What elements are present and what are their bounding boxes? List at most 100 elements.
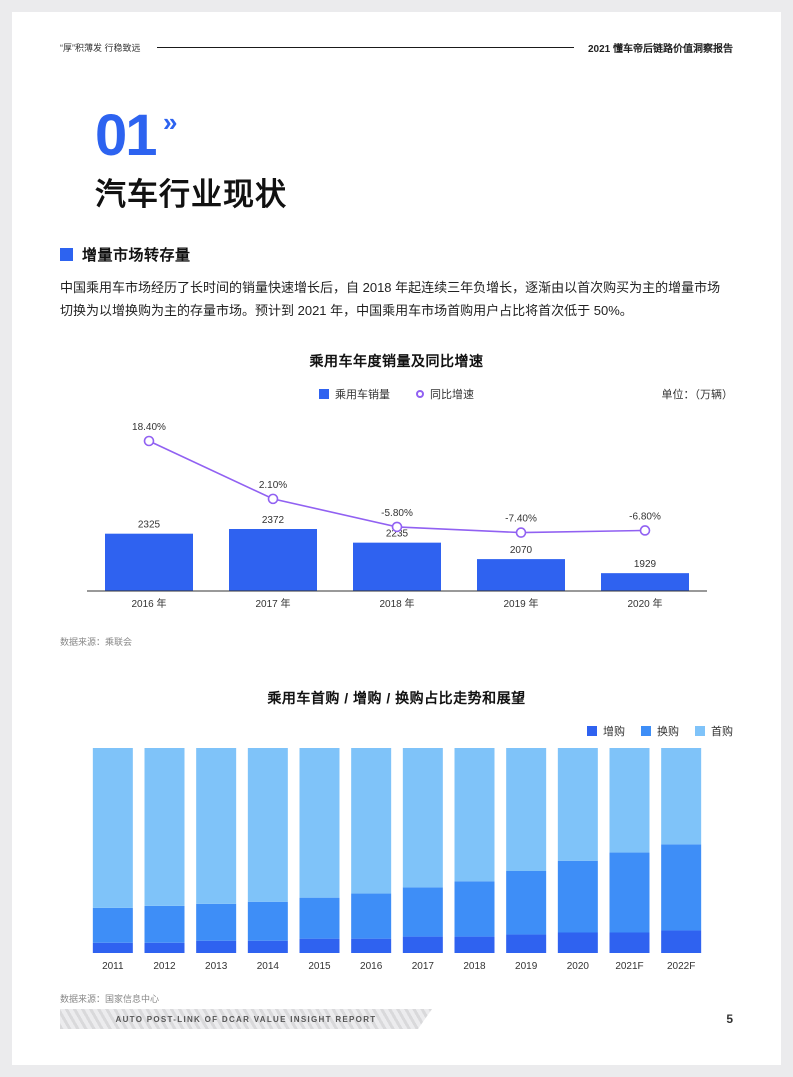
stacked-segment-首购 <box>505 747 546 871</box>
stacked-segment-增购 <box>454 936 494 953</box>
section-number: 01 <box>95 103 157 168</box>
stacked-segment-增购 <box>557 932 598 953</box>
x-axis-label: 2022F <box>666 961 694 972</box>
x-axis-label: 2016 <box>360 961 383 972</box>
stacked-segment-换购 <box>557 860 598 932</box>
stacked-segment-增购 <box>195 940 236 953</box>
stacked-segment-增购 <box>660 929 701 953</box>
x-axis-label: 2021F <box>615 961 643 972</box>
stacked-segment-换购 <box>505 870 546 935</box>
legend-item: 换购 <box>641 723 679 739</box>
subsection-title: 增量市场转存量 <box>82 247 191 264</box>
stacked-segment-首购 <box>454 747 494 881</box>
stacked-segment-换购 <box>144 905 184 943</box>
stacked-segment-首购 <box>195 747 236 904</box>
bar-value-label: 2235 <box>385 528 408 539</box>
page-number: 5 <box>726 1012 733 1026</box>
sales-bar <box>476 558 565 591</box>
circle-marker-icon <box>416 389 424 398</box>
paragraph-line: 中国乘用车市场经历了长时间的销量快速增长后，自 2018 年起连续三年负增长，逐… <box>60 280 721 295</box>
subsection-header: 增量市场转存量 <box>60 244 733 265</box>
purchase-mix-chart: 2011 2012 2013 2014 2015 2016 2017 2018 2019 2020… <box>92 747 701 972</box>
sales-chart-legend-items: 乘用车销量 同比增速 <box>319 386 474 402</box>
growth-point-label: -5.80% <box>381 507 413 518</box>
legend-item: 首购 <box>695 723 733 739</box>
chevrons-icon: » <box>162 107 178 137</box>
stacked-segment-换购 <box>350 893 391 939</box>
sales-bar <box>104 533 193 591</box>
bar-value-label: 1929 <box>633 559 656 570</box>
stacked-segment-换购 <box>402 886 443 937</box>
x-axis-label: 2020 <box>566 961 589 972</box>
x-axis-label: 2019 年 <box>503 597 538 610</box>
growth-point-label: -6.80% <box>629 511 661 522</box>
growth-point-label: 2.10% <box>258 479 286 490</box>
stacked-segment-增购 <box>350 938 391 953</box>
legend-label: 增购 <box>603 725 625 738</box>
x-axis-label: 2019 <box>515 961 538 972</box>
legend-item: 增购 <box>587 723 625 739</box>
chart-title: 乘用车首购 / 增购 / 换购占比走势和展望 <box>267 689 526 706</box>
purchase-mix-chart-block: 乘用车首购 / 增购 / 换购占比走势和展望 增购 换购 首购 2011 2012 20… <box>60 688 733 1005</box>
stacked-segment-首购 <box>660 747 701 844</box>
stacked-segment-换购 <box>92 907 133 943</box>
stacked-segment-首购 <box>247 747 288 902</box>
stacked-segment-首购 <box>144 747 184 906</box>
stacked-segment-增购 <box>402 936 443 953</box>
legend-label: 同比增速 <box>430 388 474 401</box>
stacked-segment-换购 <box>609 852 649 932</box>
header-report-title: 2021 懂车帝后链路价值洞察报告 <box>587 44 733 55</box>
stacked-segment-首购 <box>609 747 649 853</box>
stacked-segment-换购 <box>247 901 288 941</box>
stacked-segment-增购 <box>92 942 133 953</box>
bar-value-label: 2325 <box>137 519 160 530</box>
square-marker-icon <box>319 388 329 399</box>
footer-ribbon: AUTO POST-LINK OF DCAR VALUE INSIGHT REP… <box>60 1009 432 1029</box>
stacked-segment-增购 <box>144 942 184 953</box>
data-source-note: 数据来源：乘联会 <box>60 636 133 647</box>
stacked-segment-首购 <box>557 747 598 861</box>
x-axis-label: 2017 <box>411 961 434 972</box>
x-axis-label: 2016 年 <box>131 597 166 610</box>
square-marker-icon <box>641 725 651 736</box>
sales-growth-chart-block: 乘用车年度销量及同比增速 乘用车销量 同比增速 单位：（万辆） 2325 2016 … <box>60 351 733 648</box>
unit-label: 单位：（万辆） <box>661 388 734 401</box>
chart-title: 乘用车年度销量及同比增速 <box>309 352 484 369</box>
legend-item: 乘用车销量 <box>319 386 390 402</box>
section-number-row: 01 » <box>95 107 733 165</box>
stacked-segment-首购 <box>299 747 339 898</box>
stacked-segment-增购 <box>505 934 546 953</box>
bar-value-label: 2372 <box>261 515 284 526</box>
x-axis-label: 2018 <box>463 961 486 972</box>
x-axis-label: 2013 <box>205 961 228 972</box>
stacked-segment-增购 <box>247 940 288 953</box>
growth-point-marker <box>515 526 526 538</box>
header-divider <box>156 47 574 48</box>
x-axis-label: 2018 年 <box>379 597 414 610</box>
stacked-segment-首购 <box>402 747 443 887</box>
growth-point-marker <box>143 435 154 446</box>
legend-label: 首购 <box>711 725 733 738</box>
stacked-segment-增购 <box>299 938 339 953</box>
bullet-square-icon <box>60 248 73 261</box>
x-axis-label: 2014 <box>256 961 279 972</box>
stacked-segment-首购 <box>92 747 133 908</box>
growth-point-marker <box>267 493 278 504</box>
footer-text: AUTO POST-LINK OF DCAR VALUE INSIGHT REP… <box>115 1014 377 1024</box>
x-axis-label: 2017 年 <box>255 597 290 610</box>
mix-chart-legend: 增购 换购 首购 <box>60 722 733 740</box>
page-header: “厚”积薄发 行稳致远 2021 懂车帝后链路价值洞察报告 <box>12 40 781 55</box>
legend-item: 同比增速 <box>416 386 474 402</box>
sales-bar <box>600 572 689 591</box>
growth-point-label: 18.40% <box>132 422 166 433</box>
bar-value-label: 2070 <box>509 545 532 556</box>
header-tagline: “厚”积薄发 行稳致远 <box>60 43 141 53</box>
data-source-note: 数据来源：国家信息中心 <box>60 993 160 1004</box>
sales-bar <box>352 542 441 591</box>
x-axis-label: 2015 <box>308 961 331 972</box>
stacked-segment-首购 <box>350 747 391 894</box>
square-marker-icon <box>695 725 705 736</box>
paragraph-line: 切换为以增换购为主的存量市场。预计到 2021 年，中国乘用车市场首购用户占比将… <box>60 302 633 318</box>
x-axis-label: 2011 <box>102 961 124 972</box>
body-paragraph: 中国乘用车市场经历了长时间的销量快速增长后，自 2018 年起连续三年负增长，逐… <box>60 277 733 323</box>
